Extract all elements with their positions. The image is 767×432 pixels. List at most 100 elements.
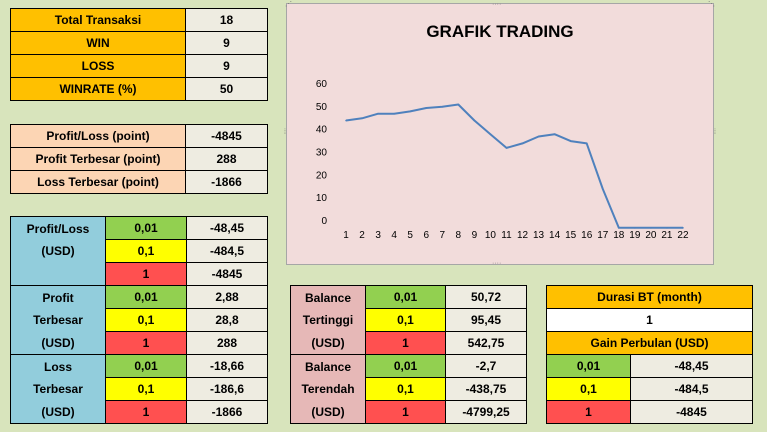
y-tick-label: 60: [316, 79, 328, 90]
profit-lot-1[interactable]: 1: [105, 331, 187, 355]
win-label: WIN: [10, 31, 186, 55]
balance-high-label-3: (USD): [290, 331, 366, 355]
x-tick-label: 9: [472, 230, 478, 241]
data-point: [682, 227, 684, 229]
balance-high-lot-01[interactable]: 0,1: [365, 308, 446, 332]
loss-terbesar-point-value[interactable]: -1866: [185, 170, 268, 194]
data-point: [521, 142, 524, 145]
gain-value-01[interactable]: -484,5: [630, 377, 753, 401]
gain-value-1[interactable]: -4845: [630, 400, 753, 424]
gain-value-001[interactable]: -48,45: [630, 354, 753, 378]
total-transaksi-value[interactable]: 18: [185, 8, 268, 32]
data-point: [377, 112, 379, 115]
win-value[interactable]: 9: [185, 31, 268, 55]
balance-low-value-01[interactable]: -438,75: [445, 377, 527, 401]
resize-handle-left[interactable]: ⁞: [284, 129, 286, 136]
balance-high-lot-1[interactable]: 1: [365, 331, 446, 355]
balance-low-lot-1[interactable]: 1: [365, 400, 446, 424]
x-tick-label: 22: [677, 230, 689, 241]
balance-high-label-2: Tertinggi: [290, 308, 366, 332]
pl-value-01[interactable]: -484,5: [186, 239, 268, 263]
data-point: [393, 112, 395, 115]
x-tick-label: 19: [629, 230, 641, 241]
balance-high-value-001[interactable]: 50,72: [445, 285, 527, 309]
data-point: [441, 106, 444, 108]
balance-high-label-1: Balance: [290, 285, 366, 309]
gain-perbulan-label: Gain Perbulan (USD): [546, 331, 753, 355]
chart-title: GRAFIK TRADING: [426, 22, 573, 41]
data-point: [553, 133, 556, 136]
y-tick-label: 40: [316, 125, 328, 136]
durasi-value[interactable]: 1: [546, 308, 753, 332]
balance-low-value-1[interactable]: -4799,25: [445, 400, 527, 424]
balance-low-label-2: Terendah: [290, 377, 366, 401]
profit-lot-01[interactable]: 0,1: [105, 308, 187, 332]
data-point: [425, 107, 428, 109]
pl-lot-01[interactable]: 0,1: [105, 239, 187, 263]
data-point: [569, 140, 572, 142]
pl-lot-001[interactable]: 0,01: [105, 216, 187, 240]
data-point: [457, 103, 460, 106]
data-point: [601, 188, 604, 190]
loss-lot-1[interactable]: 1: [105, 400, 187, 424]
balance-high-value-01[interactable]: 95,45: [445, 308, 527, 332]
balance-high-lot-001[interactable]: 0,01: [365, 285, 446, 309]
x-tick-label: 7: [440, 230, 446, 241]
x-tick-label: 5: [407, 230, 413, 241]
loss-lot-01[interactable]: 0,1: [105, 377, 187, 401]
pl-lot-1[interactable]: 1: [105, 262, 187, 286]
gain-lot-1[interactable]: 1: [546, 400, 631, 424]
x-tick-label: 3: [375, 230, 381, 241]
loss-usd-label-2: Terbesar: [10, 377, 106, 401]
data-point: [537, 135, 540, 138]
pl-usd-label-1: Profit/Loss: [10, 216, 106, 240]
resize-handle-tl[interactable]: ⋰: [285, 1, 292, 8]
x-tick-label: 11: [501, 230, 512, 241]
loss-value-1[interactable]: -1866: [186, 400, 268, 424]
resize-handle-tr[interactable]: ⋱: [708, 1, 715, 8]
series-line: [345, 103, 683, 229]
x-tick-label: 8: [456, 230, 462, 241]
balance-low-label-1: Balance: [290, 354, 366, 378]
data-point: [409, 110, 412, 113]
pl-value-001[interactable]: -48,45: [186, 216, 268, 240]
x-tick-label: 16: [581, 230, 593, 241]
resize-handle-top[interactable]: ····: [492, 1, 502, 8]
gain-lot-001[interactable]: 0,01: [546, 354, 631, 378]
profit-loss-point-value[interactable]: -4845: [185, 124, 268, 148]
gain-lot-01[interactable]: 0,1: [546, 377, 631, 401]
loss-value-01[interactable]: -186,6: [186, 377, 268, 401]
balance-low-lot-001[interactable]: 0,01: [365, 354, 446, 378]
data-point: [473, 119, 476, 122]
loss-value-001[interactable]: -18,66: [186, 354, 268, 378]
resize-handle-right[interactable]: ⁞: [714, 129, 716, 136]
profit-terbesar-point-value[interactable]: 288: [185, 147, 268, 171]
balance-low-lot-01[interactable]: 0,1: [365, 377, 446, 401]
profit-value-01[interactable]: 28,8: [186, 308, 268, 332]
x-tick-label: 15: [565, 230, 577, 241]
x-tick-label: 2: [359, 230, 365, 241]
balance-low-label-3: (USD): [290, 400, 366, 424]
x-tick-label: 20: [645, 230, 657, 241]
winrate-value[interactable]: 50: [185, 77, 268, 101]
pl-value-1[interactable]: -4845: [186, 262, 268, 286]
trading-chart[interactable]: ⋰ ···· ⋱ ⁞ ⁞ ···· GRAFIK TRADING 0 10 20 30…: [284, 1, 716, 267]
profit-value-1[interactable]: 288: [186, 331, 268, 355]
profit-usd-label-1: Profit: [10, 285, 106, 309]
y-tick-label: 30: [316, 148, 328, 159]
balance-high-value-1[interactable]: 542,75: [445, 331, 527, 355]
data-point: [617, 227, 620, 229]
resize-handle-bottom[interactable]: ····: [492, 260, 502, 267]
data-point: [634, 227, 636, 229]
loss-value[interactable]: 9: [185, 54, 268, 78]
x-tick-label: 17: [597, 230, 609, 241]
loss-lot-001[interactable]: 0,01: [105, 354, 187, 378]
y-tick-label: 0: [321, 216, 327, 227]
y-tick-label: 20: [316, 170, 328, 181]
profit-lot-001[interactable]: 0,01: [105, 285, 187, 309]
profit-value-001[interactable]: 2,88: [186, 285, 268, 309]
data-point: [361, 117, 363, 120]
balance-low-value-001[interactable]: -2,7: [445, 354, 527, 378]
profit-usd-label-2: Terbesar: [10, 308, 106, 332]
